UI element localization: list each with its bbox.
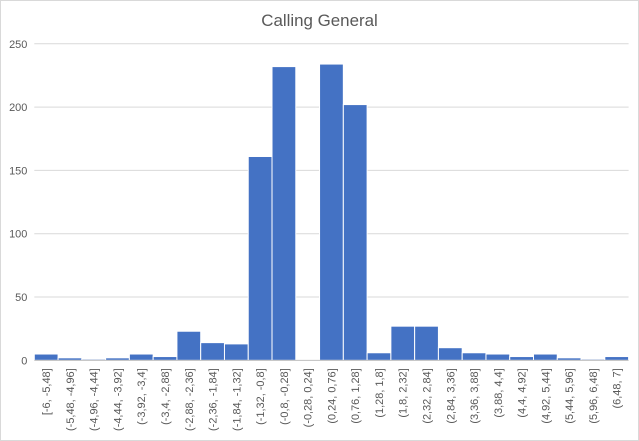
y-tick-label: 0	[21, 355, 27, 367]
x-tick-label: [-6, -5,48]	[41, 368, 53, 415]
x-tick-label: (-1,32, -0,8]	[255, 368, 267, 425]
histogram-bar	[319, 63, 344, 361]
x-tick-label: (2,32, 2,84]	[422, 368, 434, 423]
x-tick-label: (1,8, 2,32]	[398, 368, 410, 417]
histogram-bar	[461, 352, 487, 361]
x-tick-label: (-5,48, -4,96]	[65, 368, 77, 431]
histogram-bar	[247, 156, 273, 361]
histogram-bar	[271, 66, 297, 361]
x-tick-label: (-1,84, -1,32]	[231, 368, 243, 431]
x-tick-label: (1,28, 1,8]	[374, 368, 386, 417]
x-tick-label: (-2,36, -1,84]	[208, 368, 220, 431]
x-tick-label: (-0,28, 0,24]	[303, 368, 315, 427]
histogram-bar	[152, 356, 178, 361]
histogram-bar	[509, 356, 535, 361]
histogram-bar	[414, 325, 439, 361]
histogram-bar	[390, 325, 416, 361]
x-axis-ticks: [-6, -5,48] (-5,48, -4,96] (-4,96, -4,44] (…	[41, 368, 624, 431]
x-tick-label: (4,4, 4,92]	[517, 368, 529, 417]
x-tick-label: (0,76, 1,28]	[350, 368, 362, 423]
x-tick-label: (3,36, 3,88]	[469, 368, 481, 423]
histogram-bar	[223, 343, 249, 361]
histogram-bar	[533, 353, 558, 361]
x-tick-label: (5,96, 6,48]	[588, 368, 600, 423]
histogram-bar	[366, 352, 392, 361]
y-tick-label: 100	[9, 229, 27, 241]
x-tick-label: (5,44, 5,96]	[564, 368, 576, 423]
histogram-bar	[604, 356, 630, 361]
x-tick-label: (-4,96, -4,44]	[89, 368, 101, 431]
y-axis-ticks: 0 50 100 150 200 250	[9, 39, 27, 368]
x-tick-label: (-3,4, -2,88]	[160, 368, 172, 425]
histogram-bar	[485, 353, 511, 361]
histogram-bar	[33, 353, 59, 361]
x-tick-label: (-0,8, -0,28]	[279, 368, 291, 425]
x-tick-label: (4,92, 5,44]	[540, 368, 552, 423]
bars	[33, 63, 630, 361]
x-tick-label: (-2,88, -2,36]	[184, 368, 196, 431]
x-tick-label: (-4,44, -3,92]	[112, 368, 124, 431]
histogram-bar	[342, 104, 368, 361]
y-tick-label: 250	[9, 39, 27, 51]
y-tick-label: 150	[9, 165, 27, 177]
histogram-bar	[128, 353, 154, 361]
y-tick-label: 200	[9, 102, 27, 114]
chart-title: Calling General	[261, 11, 378, 30]
x-tick-label: (-3,92, -3,4]	[136, 368, 148, 425]
histogram-bar	[200, 342, 225, 361]
histogram-bar	[437, 347, 463, 361]
x-tick-label: (0,24, 0,76]	[326, 368, 338, 423]
histogram-bar	[176, 330, 202, 361]
x-tick-label: (3,88, 4,4]	[493, 368, 505, 417]
y-tick-label: 50	[15, 292, 27, 304]
x-tick-label: (2,84, 3,36]	[445, 368, 457, 423]
x-tick-label: (6,48, 7]	[612, 368, 624, 408]
